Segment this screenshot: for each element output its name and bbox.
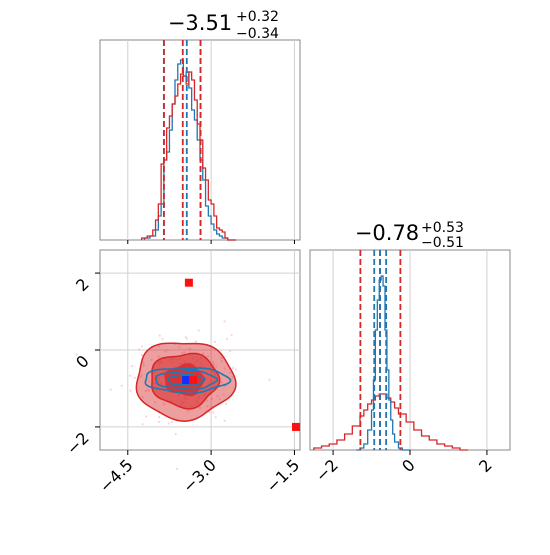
scatter-point [109, 388, 112, 391]
contour-blue [144, 367, 232, 395]
scatter-point [170, 420, 173, 424]
scatter-point [183, 351, 186, 354]
scatter-point [212, 411, 215, 414]
scatter-point [144, 390, 147, 393]
scatter-point [161, 338, 164, 341]
scatter-point [229, 349, 232, 353]
title-param-1-plus: +0.32 [236, 9, 279, 25]
scatter-point [130, 365, 134, 368]
outlier-marker-red [292, 422, 300, 431]
scatter-point [175, 467, 179, 470]
scatter-point [157, 345, 160, 348]
scatter-point [147, 389, 151, 392]
scatter-point [142, 364, 146, 367]
title-param-1-minus: −0.34 [236, 26, 279, 42]
title-param-1: −3.51 [168, 11, 232, 35]
scatter-point [178, 346, 181, 349]
scatter-point [142, 361, 145, 364]
scatter-point [218, 397, 222, 401]
scatter-point [220, 356, 223, 360]
scatter-point [145, 415, 148, 418]
scatter-point [141, 396, 144, 399]
scatter-point [129, 389, 132, 392]
scatter-point [150, 358, 153, 362]
scatter-point [205, 399, 208, 402]
scatter-point [163, 403, 166, 406]
scatter-point [220, 381, 224, 384]
scatter-point [214, 416, 217, 419]
scatter-point [129, 374, 132, 377]
scatter-point [208, 411, 211, 414]
scatter-point [206, 355, 210, 358]
scatter-point [225, 337, 229, 340]
scatter-point [220, 360, 223, 363]
outlier-marker-red [184, 278, 193, 287]
best-fit-marker-red [189, 376, 198, 384]
scatter-point [197, 329, 200, 332]
scatter-point [146, 388, 149, 392]
scatter-point [158, 415, 161, 419]
scatter-point [223, 419, 226, 422]
scatter-point [234, 368, 237, 371]
scatter-point [139, 375, 142, 378]
scatter-point [224, 402, 228, 406]
contour-blue [155, 369, 219, 391]
scatter-point [174, 432, 177, 436]
title-param-2: −0.78 [355, 221, 419, 245]
scatter-point [75, 353, 78, 356]
scatter-point [167, 422, 170, 425]
marginal-panel-param-1 [99, 39, 301, 241]
scatter-point [164, 350, 167, 353]
scatter-point [166, 348, 169, 352]
histogram-series-blue [356, 275, 411, 451]
scatter-point [158, 334, 161, 337]
scatter-point [212, 362, 215, 365]
scatter-point [120, 384, 123, 387]
scatter-point [185, 337, 189, 340]
contour-blue [167, 373, 206, 386]
scatter-point [181, 351, 184, 355]
joint-panel [75, 249, 301, 470]
scatter-point [231, 376, 234, 379]
best-fit-marker-blue [182, 376, 191, 384]
scatter-point [223, 367, 226, 370]
scatter-point [230, 333, 233, 337]
scatter-point [148, 380, 151, 383]
scatter-point [153, 401, 156, 404]
scatter-point [206, 405, 209, 408]
title-param-2-minus: −0.51 [421, 235, 464, 251]
scatter-point [201, 352, 204, 355]
histogram-series-red [141, 71, 236, 241]
scatter-point [184, 335, 187, 339]
scatter-point [157, 420, 160, 424]
scatter-point [228, 371, 232, 375]
scatter-point [140, 345, 143, 348]
scatter-point [187, 410, 190, 413]
scatter-point [223, 320, 226, 323]
scatter-point [214, 365, 218, 368]
scatter-point [216, 395, 219, 398]
scatter-point [231, 366, 235, 370]
scatter-point [137, 348, 141, 351]
scatter-point [141, 423, 144, 426]
scatter-point [157, 355, 160, 358]
scatter-point [268, 378, 271, 381]
scatter-point [188, 348, 191, 351]
scatter-point [213, 340, 216, 343]
scatter-point [210, 397, 214, 401]
title-param-2-plus: +0.53 [421, 220, 464, 236]
scatter-point [140, 353, 144, 357]
scatter-point [194, 340, 198, 343]
scatter-point [222, 393, 225, 396]
scatter-point [133, 376, 136, 379]
scatter-point [199, 407, 202, 410]
